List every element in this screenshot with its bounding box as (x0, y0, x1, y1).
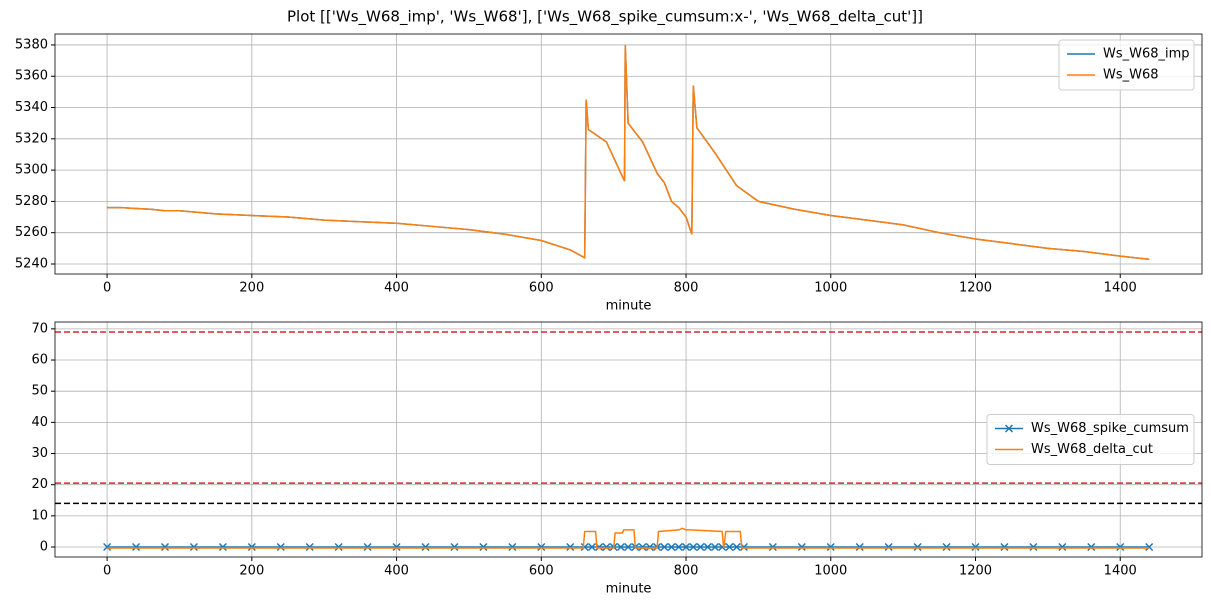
marker (305, 542, 314, 552)
y-tick-label: 40 (31, 415, 48, 430)
marker (689, 542, 698, 552)
marker (696, 542, 705, 552)
marker (855, 542, 864, 552)
marker (942, 542, 951, 552)
marker (276, 542, 285, 552)
marker (450, 542, 459, 552)
marker (1116, 542, 1125, 552)
marker (160, 542, 170, 552)
y-tick-label: 5260 (15, 225, 48, 240)
marker (732, 542, 741, 552)
x-tick-label: 1000 (814, 281, 847, 296)
x-tick-label: 1400 (1104, 564, 1137, 579)
marker (638, 542, 647, 552)
x-tick-label: 400 (384, 281, 409, 296)
plot-frame (54, 321, 1203, 558)
marker (1145, 542, 1154, 552)
x-axis-label: minute (606, 582, 652, 597)
y-tick-label: 5360 (15, 69, 48, 84)
marker (334, 542, 343, 552)
x-tick-label: 600 (529, 564, 554, 579)
x-tick-label: 0 (103, 281, 111, 296)
legend-label: Ws_W68 (1103, 68, 1159, 83)
marker (247, 542, 256, 552)
y-tick-label: 5380 (15, 37, 48, 52)
marker (132, 542, 141, 552)
marker (602, 542, 611, 552)
marker (797, 542, 806, 552)
series-line (107, 44, 1150, 261)
marker (1029, 542, 1038, 552)
marker (826, 542, 835, 552)
marker (768, 542, 777, 552)
legend-label: Ws_W68_imp (1103, 47, 1190, 62)
y-tick-label: 60 (31, 353, 48, 368)
y-tick-label: 30 (31, 446, 48, 461)
x-tick-label: 600 (529, 281, 554, 296)
marker (884, 542, 893, 552)
legend-label: Ws_W68_delta_cut (1031, 442, 1153, 457)
series-line (107, 527, 1150, 549)
marker (566, 542, 575, 552)
marker (682, 542, 691, 552)
plot-frame (54, 33, 1203, 275)
y-tick-label: 5240 (15, 256, 48, 271)
marker (710, 542, 720, 552)
marker (1000, 542, 1009, 552)
y-tick-label: 5280 (15, 194, 48, 209)
y-tick-label: 70 (31, 321, 48, 336)
marker (971, 542, 980, 552)
marker (580, 542, 589, 552)
y-tick-label: 5320 (15, 131, 48, 146)
x-tick-label: 0 (103, 564, 111, 579)
figure-title: Plot [['Ws_W68_imp', 'Ws_W68'], ['Ws_W68… (287, 8, 923, 27)
marker (508, 542, 517, 552)
legend-box (986, 414, 1195, 465)
y-tick-label: 5300 (15, 163, 48, 178)
x-tick-label: 400 (384, 564, 409, 579)
marker (1058, 542, 1067, 552)
marker (616, 542, 625, 552)
marker (363, 542, 372, 552)
x-tick-label: 200 (239, 564, 264, 579)
legend-label: Ws_W68_spike_cumsum (1031, 421, 1189, 436)
legend-marker (1004, 424, 1014, 433)
x-tick-label: 800 (674, 564, 699, 579)
marker (392, 542, 401, 552)
x-tick-label: 1000 (814, 564, 847, 579)
x-tick-label: 1200 (959, 281, 992, 296)
marker (1087, 542, 1096, 552)
x-tick-label: 1200 (959, 564, 992, 579)
y-tick-label: 10 (31, 508, 48, 523)
x-tick-label: 1400 (1104, 281, 1137, 296)
legend-box (1058, 39, 1195, 91)
marker (537, 542, 546, 552)
y-tick-label: 50 (31, 384, 48, 399)
marker (587, 542, 596, 552)
marker (103, 542, 112, 552)
x-axis-label: minute (606, 299, 652, 314)
x-tick-label: 800 (674, 281, 699, 296)
marker (913, 542, 922, 552)
x-tick-label: 200 (239, 281, 264, 296)
marker (479, 542, 488, 552)
marker (660, 542, 669, 552)
marker (189, 542, 198, 552)
marker (703, 542, 712, 552)
y-tick-label: 20 (31, 477, 48, 492)
y-tick-label: 5340 (15, 100, 48, 115)
marker (725, 542, 734, 552)
marker (645, 542, 654, 552)
marker (421, 542, 430, 552)
y-tick-label: 0 (40, 540, 48, 555)
marker (674, 542, 683, 552)
marker (218, 542, 227, 552)
marker (624, 542, 633, 552)
marker (667, 542, 676, 552)
